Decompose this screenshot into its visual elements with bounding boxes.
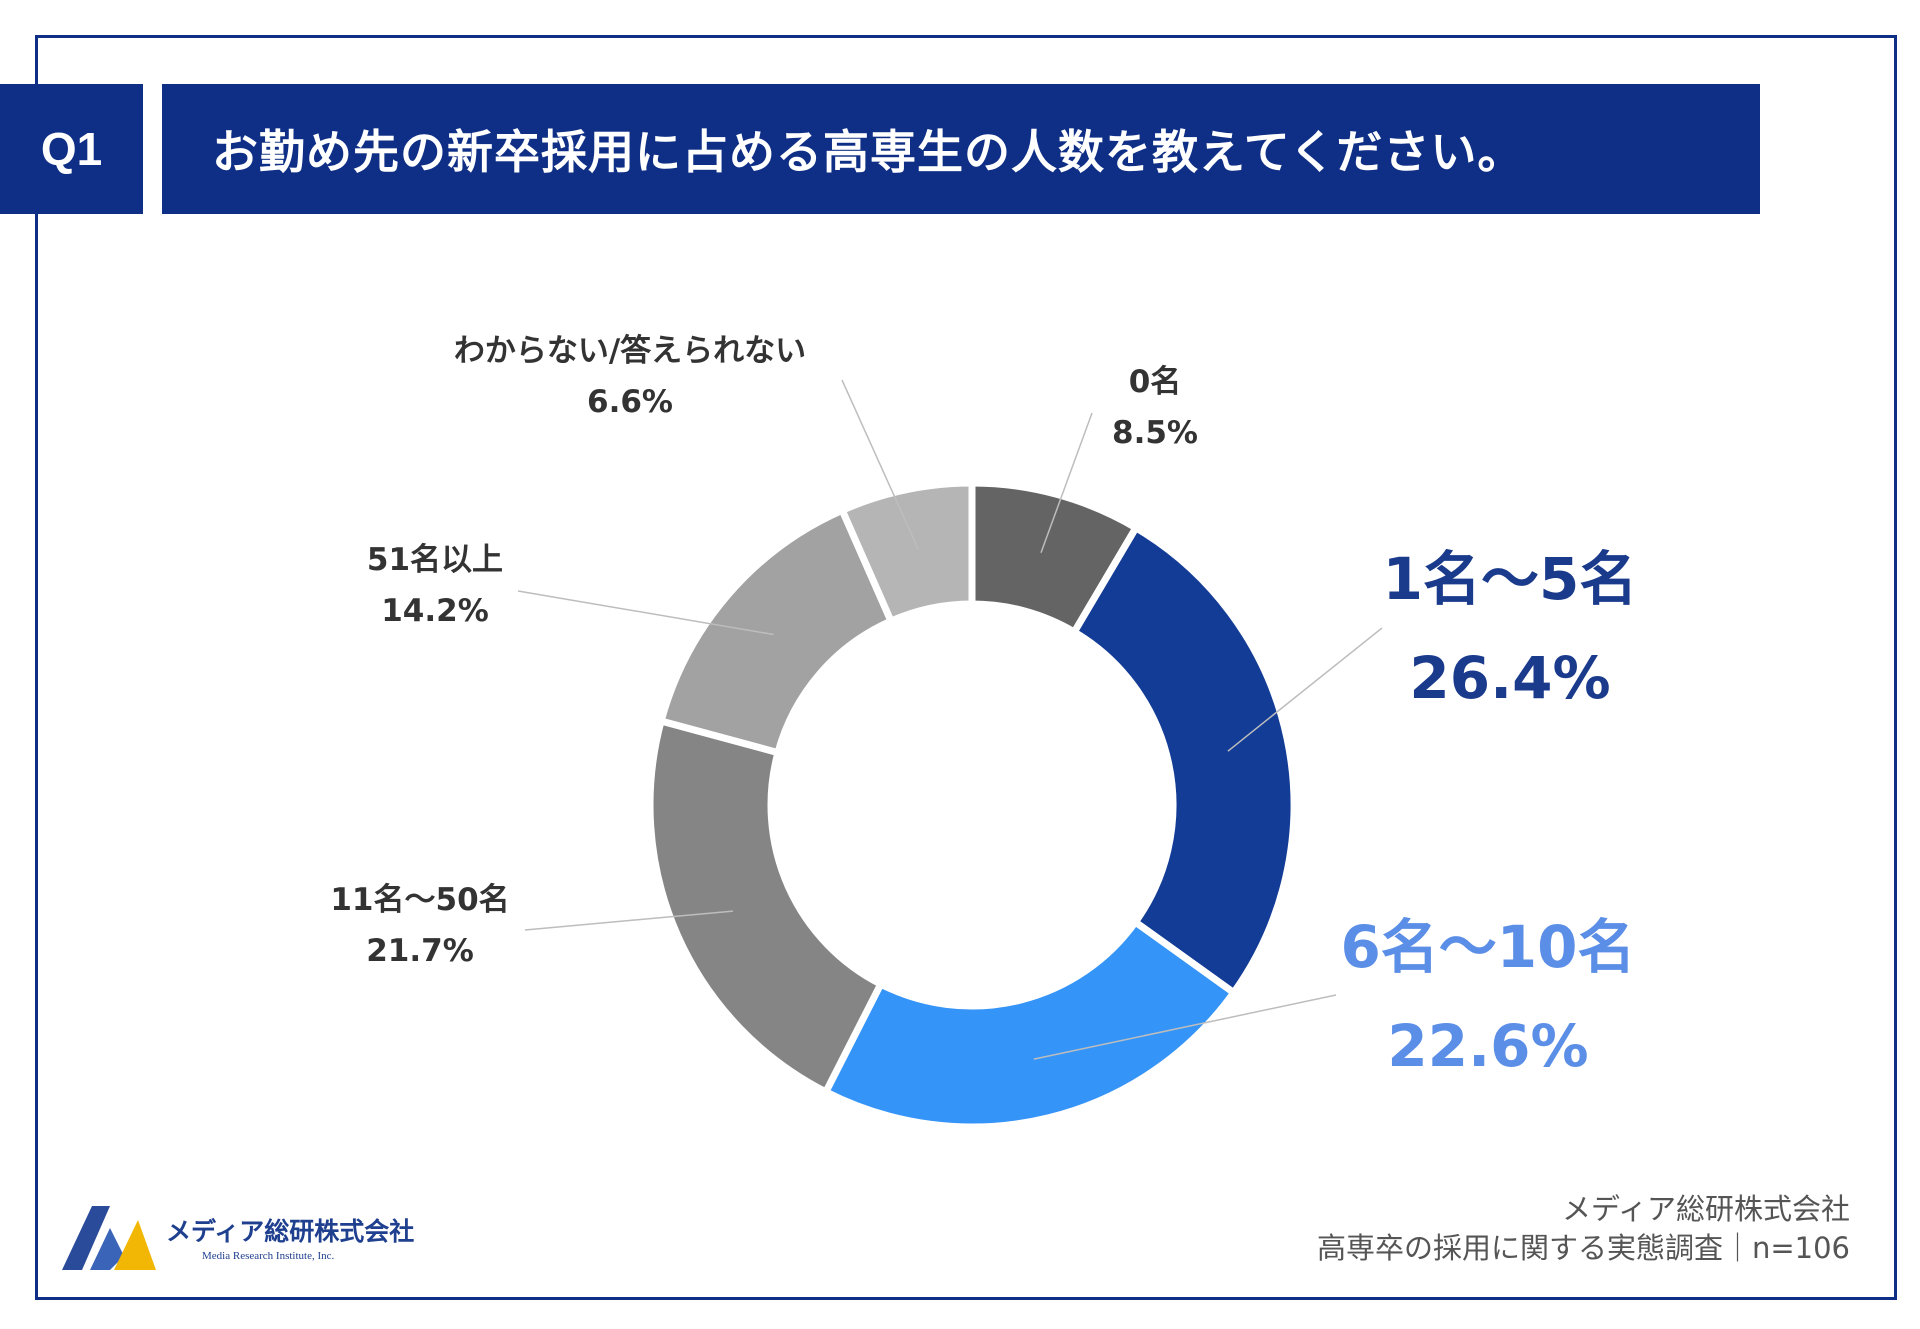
slice-label-6-to-10: 6名〜10名 22.6% — [1318, 898, 1658, 1095]
leader-line-4 — [517, 590, 774, 636]
slice-label-51-plus: 51名以上 14.2% — [340, 535, 530, 637]
slice-label-1-to-5: 1名〜5名 26.4% — [1360, 530, 1660, 727]
logo-mark-icon — [62, 1206, 156, 1270]
source-survey: 高専卒の採用に関する実態調査｜n=106 — [1316, 1231, 1850, 1266]
company-logo: メディア総研株式会社 Media Research Institute, Inc… — [62, 1198, 422, 1278]
donut-slice-2 — [821, 917, 1239, 1131]
slice-label-name: わからない/答えられない — [453, 333, 807, 369]
slice-label-value: 21.7% — [366, 933, 474, 970]
slice-label-11-to-50: 11名〜50名 21.7% — [300, 875, 540, 977]
leader-line-3 — [524, 910, 734, 931]
slice-label-value: 6.6% — [587, 384, 673, 421]
question-title: お勤め先の新卒採用に占める高専生の人数を教えてください。 — [162, 84, 1760, 214]
slice-label-name: 0名 — [1128, 364, 1182, 400]
slice-label-value: 14.2% — [381, 593, 489, 630]
slice-label-name: 6名〜10名 — [1340, 913, 1636, 981]
donut-slice-5 — [837, 479, 976, 626]
slice-label-unknown: わからない/答えられない 6.6% — [410, 326, 850, 428]
source-company: メディア総研株式会社 — [1562, 1192, 1850, 1226]
leader-line-5 — [841, 379, 919, 550]
source-note: メディア総研株式会社 高専卒の採用に関する実態調査｜n=106 — [1317, 1190, 1850, 1268]
slice-label-name: 11名〜50名 — [330, 882, 510, 918]
leader-line-1 — [1227, 627, 1383, 752]
donut-slice-3 — [646, 716, 886, 1097]
slide-frame — [35, 35, 1897, 1300]
slice-label-name: 51名以上 — [366, 542, 504, 578]
donut-slice-1 — [1069, 523, 1298, 998]
question-number-badge: Q1 — [0, 84, 143, 214]
logo-company-subtitle: Media Research Institute, Inc. — [202, 1250, 335, 1262]
leader-line-0 — [1040, 412, 1093, 554]
slice-label-0-people: 0名 8.5% — [1085, 357, 1225, 459]
slice-label-value: 8.5% — [1112, 415, 1198, 452]
slice-label-value: 26.4% — [1409, 643, 1611, 712]
leader-line-2 — [1033, 994, 1337, 1060]
slice-label-value: 22.6% — [1387, 1011, 1589, 1080]
slice-label-name: 1名〜5名 — [1382, 545, 1638, 613]
logo-company-name: メディア総研株式会社 — [166, 1217, 415, 1246]
